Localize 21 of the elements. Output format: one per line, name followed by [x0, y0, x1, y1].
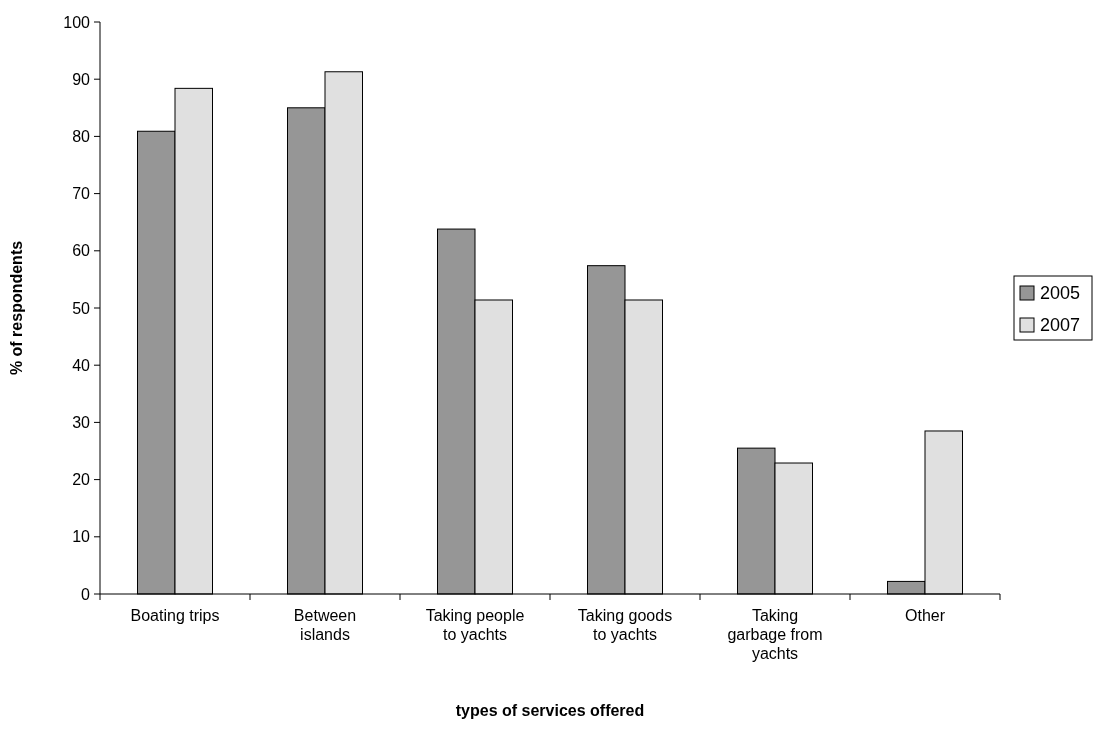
x-tick-label: Taking people to yachts: [425, 607, 525, 643]
y-axis-title: % of respondents: [8, 240, 25, 376]
y-tick-label: 40: [72, 356, 91, 374]
y-tick-label: 30: [72, 414, 91, 431]
x-axis-title: types of services offered: [455, 702, 645, 719]
x-tick-label: Taking goods to yachts: [577, 607, 673, 643]
x-tick-label: Other: [904, 607, 946, 624]
y-tick-label: 70: [72, 185, 91, 203]
y-tick-label: 90: [72, 70, 91, 88]
y-tick-label: 10: [72, 528, 91, 546]
y-tick-label: 20: [72, 471, 91, 489]
y-tick-label: 60: [72, 242, 91, 260]
x-tick-label: Between islands: [293, 607, 357, 643]
y-tick-label: 80: [72, 128, 91, 145]
x-tick-label: Boating trips: [130, 607, 220, 624]
y-tick-label: 0: [81, 585, 91, 603]
legend-label: 2005: [1040, 283, 1081, 304]
legend-label: 2007: [1040, 315, 1081, 336]
y-tick-label: 100: [63, 13, 91, 31]
x-tick-label: Taking garbage from yachts: [727, 607, 823, 662]
y-tick-label: 50: [72, 299, 91, 317]
